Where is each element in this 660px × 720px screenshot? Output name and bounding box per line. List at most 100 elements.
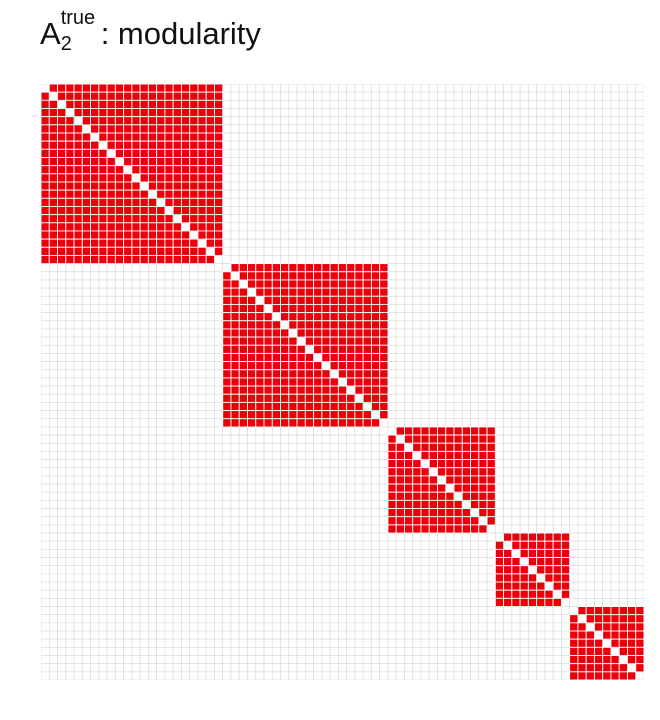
- matrix-cell: [230, 320, 240, 330]
- matrix-cell: [148, 410, 157, 420]
- matrix-cell: [528, 377, 537, 387]
- matrix-cell: [271, 377, 281, 387]
- matrix-cell: [296, 459, 306, 469]
- matrix-cell: [370, 401, 381, 412]
- matrix-cell: [354, 606, 364, 616]
- matrix-cell: [569, 148, 579, 158]
- matrix-cell: [511, 197, 521, 207]
- matrix-cell: [552, 271, 562, 281]
- matrix-cell: [65, 148, 75, 158]
- matrix-cell: [569, 451, 579, 460]
- matrix-cell: [280, 434, 290, 444]
- matrix-cell: [346, 279, 356, 289]
- matrix-cell: [536, 467, 546, 477]
- matrix-cell: [98, 312, 108, 322]
- matrix-cell: [478, 377, 488, 387]
- matrix-cell: [370, 287, 381, 297]
- matrix-cell: [114, 91, 125, 101]
- matrix-cell: [387, 99, 397, 109]
- matrix-cell: [561, 148, 571, 158]
- matrix-cell: [627, 238, 637, 248]
- matrix-cell: [627, 230, 637, 240]
- matrix-cell: [81, 418, 91, 428]
- matrix-cell: [362, 246, 372, 256]
- matrix-cell: [371, 214, 381, 224]
- matrix-cell: [470, 499, 480, 509]
- matrix-cell: [271, 99, 281, 109]
- matrix-cell: [321, 295, 331, 305]
- matrix-cell: [156, 402, 166, 411]
- matrix-cell: [569, 573, 579, 583]
- matrix-cell: [147, 238, 158, 248]
- matrix-cell: [189, 638, 199, 648]
- matrix-cell: [180, 206, 191, 216]
- matrix-cell: [263, 630, 273, 640]
- matrix-cell: [222, 483, 232, 493]
- matrix-cell: [528, 238, 537, 248]
- matrix-cell: [296, 500, 306, 509]
- matrix-cell: [280, 124, 290, 134]
- matrix-cell: [181, 434, 191, 444]
- matrix-cell: [519, 165, 529, 175]
- matrix-cell: [362, 336, 372, 346]
- matrix-cell: [247, 565, 257, 575]
- matrix-cell: [412, 320, 422, 330]
- matrix-cell: [263, 483, 273, 493]
- matrix-cell: [156, 369, 166, 379]
- matrix-cell: [247, 426, 257, 436]
- matrix-cell: [453, 614, 463, 624]
- matrix-cell: [304, 598, 314, 607]
- matrix-cell: [148, 393, 157, 403]
- matrix-cell: [379, 557, 389, 567]
- matrix-cell: [387, 328, 397, 338]
- matrix-cell: [404, 353, 414, 362]
- matrix-cell: [404, 630, 414, 640]
- matrix-cell: [65, 165, 75, 175]
- matrix-cell: [395, 483, 405, 493]
- matrix-cell: [428, 263, 438, 273]
- matrix-cell: [172, 459, 182, 469]
- matrix-cell: [338, 540, 347, 550]
- matrix-cell: [420, 418, 430, 428]
- matrix-cell: [635, 157, 644, 166]
- matrix-cell: [511, 353, 521, 362]
- matrix-cell: [362, 402, 372, 411]
- matrix-cell: [106, 132, 116, 142]
- matrix-cell: [288, 467, 298, 477]
- matrix-cell: [453, 549, 463, 558]
- matrix-cell: [420, 442, 430, 452]
- matrix-cell: [41, 189, 50, 199]
- matrix-cell: [528, 148, 537, 158]
- matrix-cell: [585, 287, 595, 297]
- matrix-cell: [569, 295, 579, 305]
- matrix-cell: [437, 532, 447, 542]
- matrix-cell: [618, 108, 628, 118]
- matrix-cell: [304, 565, 314, 575]
- matrix-cell: [461, 124, 471, 134]
- matrix-cell: [569, 589, 579, 599]
- matrix-cell: [437, 467, 447, 477]
- matrix-cell: [387, 442, 397, 452]
- matrix-cell: [197, 214, 207, 224]
- matrix-cell: [577, 369, 587, 379]
- matrix-cell: [470, 426, 480, 436]
- matrix-cell: [585, 197, 595, 207]
- matrix-cell: [98, 181, 108, 191]
- matrix-cell: [602, 295, 612, 305]
- matrix-cell: [123, 606, 133, 616]
- matrix-cell: [57, 353, 67, 362]
- matrix-cell: [437, 459, 447, 469]
- matrix-cell: [41, 91, 50, 101]
- matrix-cell: [371, 589, 381, 599]
- matrix-cell: [577, 206, 587, 215]
- matrix-cell: [470, 361, 480, 371]
- matrix-cell: [552, 91, 562, 101]
- matrix-cell: [106, 410, 116, 420]
- matrix-cell: [618, 84, 628, 93]
- matrix-cell: [370, 271, 381, 281]
- matrix-cell: [313, 475, 323, 485]
- matrix-cell: [247, 516, 257, 526]
- matrix-cell: [164, 614, 174, 624]
- matrix-cell: [81, 91, 92, 101]
- matrix-cell: [296, 598, 306, 607]
